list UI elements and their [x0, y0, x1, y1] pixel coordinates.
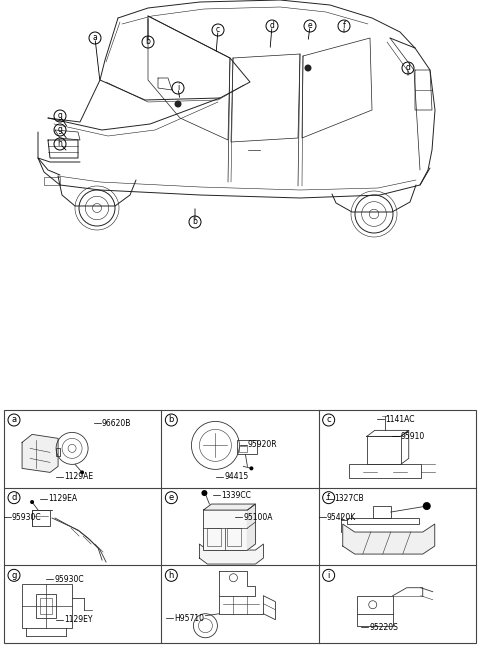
Text: 95420K: 95420K	[326, 512, 356, 521]
Bar	[207, 528, 221, 546]
Text: 1339CC: 1339CC	[221, 491, 251, 500]
Text: 1141AC: 1141AC	[385, 415, 414, 424]
Bar	[204, 510, 247, 550]
Text: 95930C: 95930C	[12, 512, 41, 521]
Text: g: g	[58, 111, 62, 120]
Text: c: c	[216, 25, 220, 34]
Polygon shape	[343, 524, 435, 554]
Circle shape	[80, 470, 84, 474]
Text: d: d	[406, 63, 410, 72]
Text: e: e	[168, 493, 174, 502]
Bar	[228, 528, 241, 546]
Bar	[36, 594, 56, 618]
Bar	[238, 441, 257, 454]
Circle shape	[175, 100, 181, 107]
Text: H95710: H95710	[174, 613, 204, 622]
Circle shape	[202, 490, 207, 496]
Text: b: b	[192, 217, 197, 226]
Bar	[22, 584, 72, 628]
Bar	[347, 518, 419, 524]
Bar	[32, 510, 50, 526]
Circle shape	[304, 65, 312, 72]
Circle shape	[423, 502, 431, 510]
Text: i: i	[327, 571, 330, 580]
Bar	[44, 177, 60, 185]
Bar	[56, 448, 60, 456]
Bar	[40, 598, 52, 614]
Text: d: d	[270, 21, 275, 30]
Polygon shape	[247, 504, 255, 550]
Text: g: g	[58, 126, 62, 135]
Text: a: a	[93, 34, 97, 43]
Bar	[373, 506, 391, 518]
Polygon shape	[204, 504, 255, 510]
Text: 1327CB: 1327CB	[335, 494, 364, 503]
Text: a: a	[12, 415, 17, 424]
Text: 94415: 94415	[224, 472, 249, 481]
Bar	[349, 465, 421, 478]
Polygon shape	[199, 544, 264, 564]
Text: 96620B: 96620B	[102, 419, 131, 428]
Circle shape	[250, 466, 253, 470]
Text: 95100A: 95100A	[243, 512, 273, 521]
Text: e: e	[308, 21, 312, 30]
Text: c: c	[326, 415, 331, 424]
Text: d: d	[12, 493, 17, 502]
Text: i: i	[177, 83, 179, 93]
Text: 95910: 95910	[400, 432, 425, 441]
Text: b: b	[145, 38, 150, 47]
Polygon shape	[22, 434, 58, 472]
Text: f: f	[343, 21, 346, 30]
Text: h: h	[168, 571, 174, 580]
Circle shape	[30, 500, 34, 504]
Text: 1129AE: 1129AE	[64, 472, 93, 481]
Bar	[367, 436, 401, 465]
Text: b: b	[168, 415, 174, 424]
Text: 1129EY: 1129EY	[64, 615, 92, 624]
Bar	[240, 446, 247, 452]
Text: g: g	[12, 571, 17, 580]
Text: 1129EA: 1129EA	[48, 494, 77, 503]
Text: f: f	[327, 493, 330, 502]
Bar	[4, 410, 476, 643]
Text: 95220S: 95220S	[369, 623, 398, 632]
Bar	[357, 596, 393, 614]
Text: 95930C: 95930C	[54, 575, 84, 584]
Text: 95920R: 95920R	[248, 441, 277, 450]
Text: h: h	[58, 140, 62, 149]
